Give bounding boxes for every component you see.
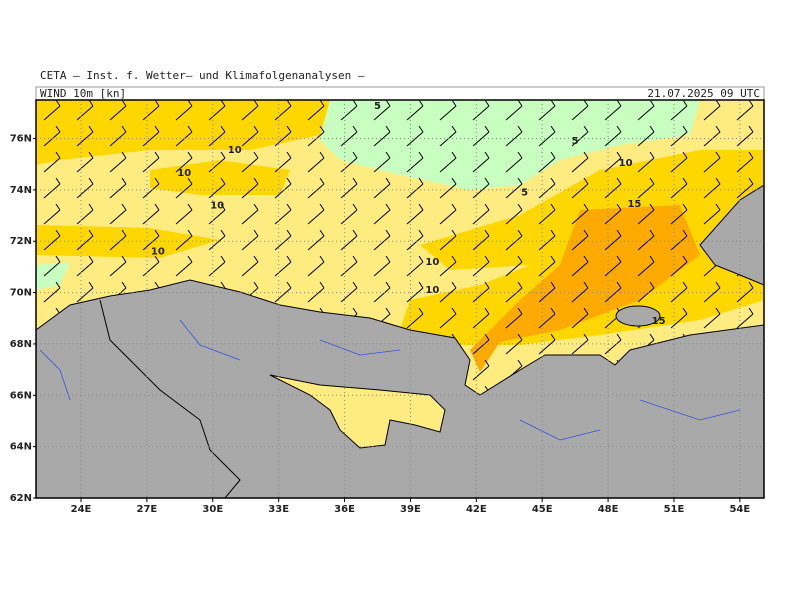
x-tick-label: 33E [268,504,289,515]
y-tick-label: 68N [10,339,32,350]
contour-label: 10 [425,285,439,296]
land [36,279,764,498]
contour-label: 5 [572,136,579,147]
contour-label: 10 [177,168,191,179]
contour-label: 10 [228,145,242,156]
y-tick-label: 74N [10,185,32,196]
contour-label: 10 [210,200,224,211]
contour-label: 10 [619,158,633,169]
x-tick-label: 42E [466,504,487,515]
x-tick-label: 36E [334,504,355,515]
river [39,319,741,441]
contour-label: 5 [521,187,528,198]
contour-label: 15 [627,199,641,210]
y-tick-label: 62N [10,493,32,504]
x-tick-label: 54E [729,504,750,515]
x-tick-label: 51E [664,504,685,515]
island [615,305,661,327]
x-tick-label: 45E [532,504,553,515]
x-tick-label: 24E [71,504,92,515]
white-sea [269,374,446,449]
x-tick-label: 48E [598,504,619,515]
contour-label: 10 [425,257,439,268]
header-title: CETA — Inst. f. Wetter— und Klimafolgena… [40,69,365,82]
x-tick-label: 39E [400,504,421,515]
time-label: 21.07.2025 09 UTC [647,87,760,100]
y-tick-label: 76N [10,134,32,145]
y-tick-label: 64N [10,442,32,453]
map-area [36,100,764,498]
y-tick-label: 66N [10,390,32,401]
x-tick-label: 30E [202,504,223,515]
y-tick-label: 72N [10,236,32,247]
map-frame [35,99,765,499]
x-tick-label: 27E [137,504,158,515]
field-label: WIND 10m [kn] [40,87,126,100]
contour-label: 10 [151,246,165,257]
border [99,299,241,498]
y-tick-label: 70N [10,288,32,299]
contour-label: 5 [374,101,381,112]
contour-label: 15 [652,316,666,327]
contour-labels: 5 10 10 10 10 10 10 5 10 5 15 15 [151,101,666,327]
ticks: 24E 27E 30E 33E 36E 39E 42E 45E 48E 51E 54E 62N 64N 6… [10,134,751,515]
